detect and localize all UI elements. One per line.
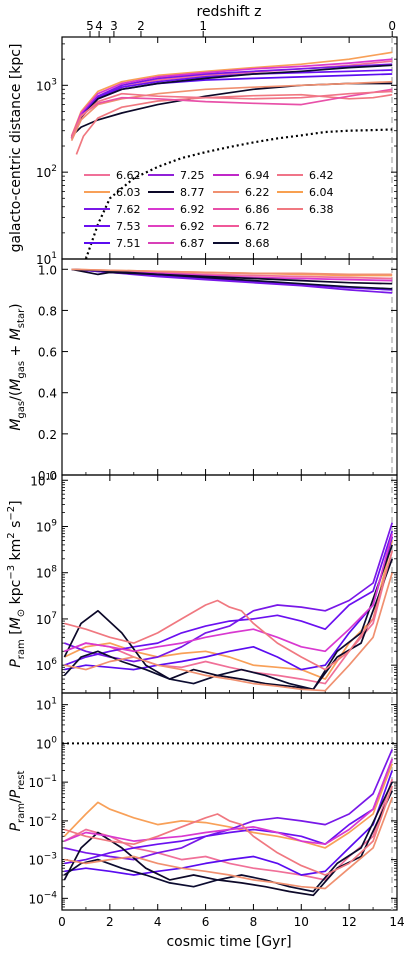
ytick-label: 0.2 — [38, 428, 57, 442]
ytick-label: 0.8 — [38, 304, 57, 318]
legend-label: 6.92 — [180, 203, 205, 216]
series-line-6.92 — [64, 533, 394, 653]
series-group-gas_fraction — [71, 268, 393, 294]
series-line-main halo R200 — [84, 128, 393, 259]
xlabel: cosmic time [Gyr] — [166, 934, 291, 950]
ytick-label: 103 — [36, 77, 57, 93]
series-line-6.03 — [70, 51, 393, 137]
legend-label: 7.62 — [116, 203, 141, 216]
ytick-label: 109 — [36, 518, 57, 534]
series-line-6.38 — [75, 93, 393, 155]
ytick-label: 101 — [36, 251, 57, 267]
series-group-ram_pressure — [63, 522, 394, 692]
legend-label: 6.92 — [180, 220, 205, 233]
ytick-label: 101 — [36, 697, 57, 713]
legend-label: 6.42 — [309, 169, 334, 182]
series-line-6.92 — [70, 58, 393, 138]
ytick-label: 1.0 — [38, 263, 57, 277]
ytick-label: 0.4 — [38, 387, 57, 401]
series-line-6.22 — [64, 797, 393, 890]
series-line-6.38 — [64, 550, 394, 671]
panel-frame-gas-fraction — [61, 258, 398, 476]
series-line-7.53 — [64, 758, 393, 865]
series-line-6.03 — [63, 763, 393, 849]
legend-label: 6.38 — [309, 203, 334, 216]
ytick-label: 10−4 — [28, 890, 57, 906]
ytick-label: 10−3 — [28, 852, 57, 868]
xtick-label: 10 — [294, 915, 309, 929]
xtick-label: 14 — [389, 915, 404, 929]
series-line-8.77 — [71, 268, 393, 285]
legend-label: 8.68 — [245, 237, 270, 250]
xtick-label: 0 — [58, 915, 66, 929]
series-line-8.77 — [63, 790, 393, 897]
ytick-label: 100 — [36, 735, 57, 751]
redshift-tick-label: 1 — [199, 19, 207, 33]
series-line-7.51 — [64, 770, 394, 876]
ylabel-ram-pressure: Pram [M⊙ kpc−3 km2 s−2] — [6, 500, 27, 667]
ytick-label: 106 — [36, 657, 57, 673]
ylabel-gas-fraction: Mgas/(Mgas + Mstar) — [8, 303, 27, 430]
xtick-label: 12 — [342, 915, 357, 929]
ytick-label: 1010 — [30, 472, 57, 488]
legend-label: 6.72 — [245, 220, 270, 233]
legend-label: 6.62 — [116, 169, 141, 182]
series-line-6.22 — [71, 268, 393, 276]
series-line-7.51 — [64, 536, 394, 671]
series-line-6.22 — [70, 80, 393, 142]
series-line-8.77 — [63, 558, 393, 691]
series-line-6.38 — [64, 785, 394, 876]
redshift-tick-label: 5 — [86, 19, 94, 33]
series-line-7.53 — [70, 69, 393, 138]
redshift-tick-label: 3 — [110, 19, 118, 33]
ytick-label: 108 — [36, 565, 57, 581]
redshift-tick-label: 0 — [388, 19, 396, 33]
series-line-8.68 — [63, 544, 394, 691]
xtick-label: 6 — [202, 915, 210, 929]
redshift-tick-label: 4 — [95, 19, 103, 33]
series-line-6.22 — [64, 572, 394, 692]
ytick-label: 107 — [36, 611, 57, 627]
series-line-7.53 — [64, 530, 394, 666]
series-group-distance — [70, 51, 393, 259]
series-line-6.92 — [64, 758, 393, 846]
legend-label: 6.03 — [116, 186, 141, 199]
legend-label: 7.51 — [116, 237, 141, 250]
chart-series — [62, 51, 397, 897]
legend-label: 6.04 — [309, 186, 334, 199]
series-line-8.68 — [71, 268, 393, 290]
ytick-label: 10−1 — [28, 774, 57, 790]
ylabel-distance: galacto-centric distance [kpc] — [8, 44, 24, 253]
xtick-label: 2 — [106, 915, 114, 929]
ytick-label: 102 — [36, 164, 57, 180]
redshift-tick-label: 2 — [137, 19, 145, 33]
legend: 6.62 6.03 7.62 7.53 7.51 7.25 8.77 6.92 6.92 6.87… — [84, 169, 334, 250]
series-line-7.62 — [64, 522, 394, 663]
legend-label: 7.53 — [116, 220, 141, 233]
legend-label: 6.94 — [245, 169, 270, 182]
legend-label: 8.77 — [180, 186, 205, 199]
legend-label: 6.87 — [180, 237, 205, 250]
xtick-label: 4 — [154, 915, 162, 929]
ylabel-pressure-ratio: Pram/Prest — [8, 771, 27, 832]
series-line-6.62 — [63, 778, 394, 881]
legend-label: 7.25 — [180, 169, 205, 182]
series-line-6.42 — [70, 90, 393, 138]
legend-label: 6.86 — [245, 203, 270, 216]
legend-label: 6.22 — [245, 186, 270, 199]
series-line-8.77 — [71, 82, 393, 137]
ytick-label: 0.6 — [38, 346, 57, 360]
ytick-label: 10−2 — [28, 813, 57, 829]
axis-ticks: 1011021030.00.20.40.60.81.01061071081091… — [28, 19, 404, 929]
xtick-label: 8 — [250, 915, 258, 929]
top-axis-label: redshift z — [197, 4, 262, 20]
ytick-label: 0.0 — [38, 469, 57, 483]
series-line-6.62 — [64, 550, 394, 685]
series-group-pressure_ratio — [62, 742, 397, 897]
